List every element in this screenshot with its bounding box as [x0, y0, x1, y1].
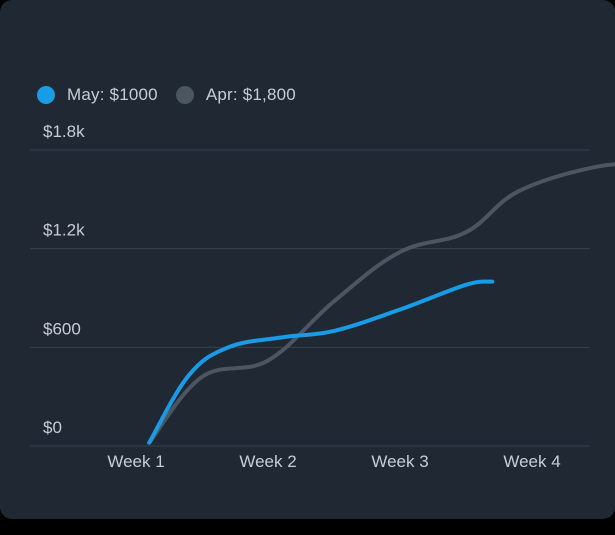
legend-label-may: May: $1000 [67, 85, 158, 104]
series-line-apr [147, 162, 615, 445]
legend: May: $1000 Apr: $1,800 [37, 84, 296, 106]
y-tick-label: $0 [43, 418, 62, 437]
legend-item-apr[interactable]: Apr: $1,800 [175, 84, 296, 106]
y-tick-label: $1.2k [43, 221, 85, 240]
x-tick-label: Week 4 [503, 452, 560, 471]
legend-item-may[interactable]: May: $1000 [37, 84, 158, 106]
series-lines [147, 162, 615, 445]
y-axis-ticks: $0 $600 $1.2k $1.8k [43, 122, 85, 437]
x-tick-label: Week 2 [239, 452, 296, 471]
y-tick-label: $600 [43, 319, 81, 338]
line-chart: $0$600$1.2k$1.8k Week 1 Week 2 Week 3 Week … [30, 122, 615, 471]
y-tick-label: $1.8k [43, 122, 85, 141]
x-tick-label: Week 3 [371, 452, 428, 471]
legend-swatch-apr [175, 86, 194, 104]
series-line-may [147, 279, 495, 445]
legend-swatch-may [37, 86, 55, 104]
x-tick-label: Week 1 [107, 452, 164, 471]
x-axis-ticks: Week 1 Week 2 Week 3 Week 4 [107, 452, 560, 471]
grid-lines [30, 149, 590, 447]
legend-label-apr: Apr: $1,800 [205, 85, 296, 104]
chart-card: May: $1000 Apr: $1,800 $0 $600 $1.2k $1.8k … [0, 0, 615, 519]
